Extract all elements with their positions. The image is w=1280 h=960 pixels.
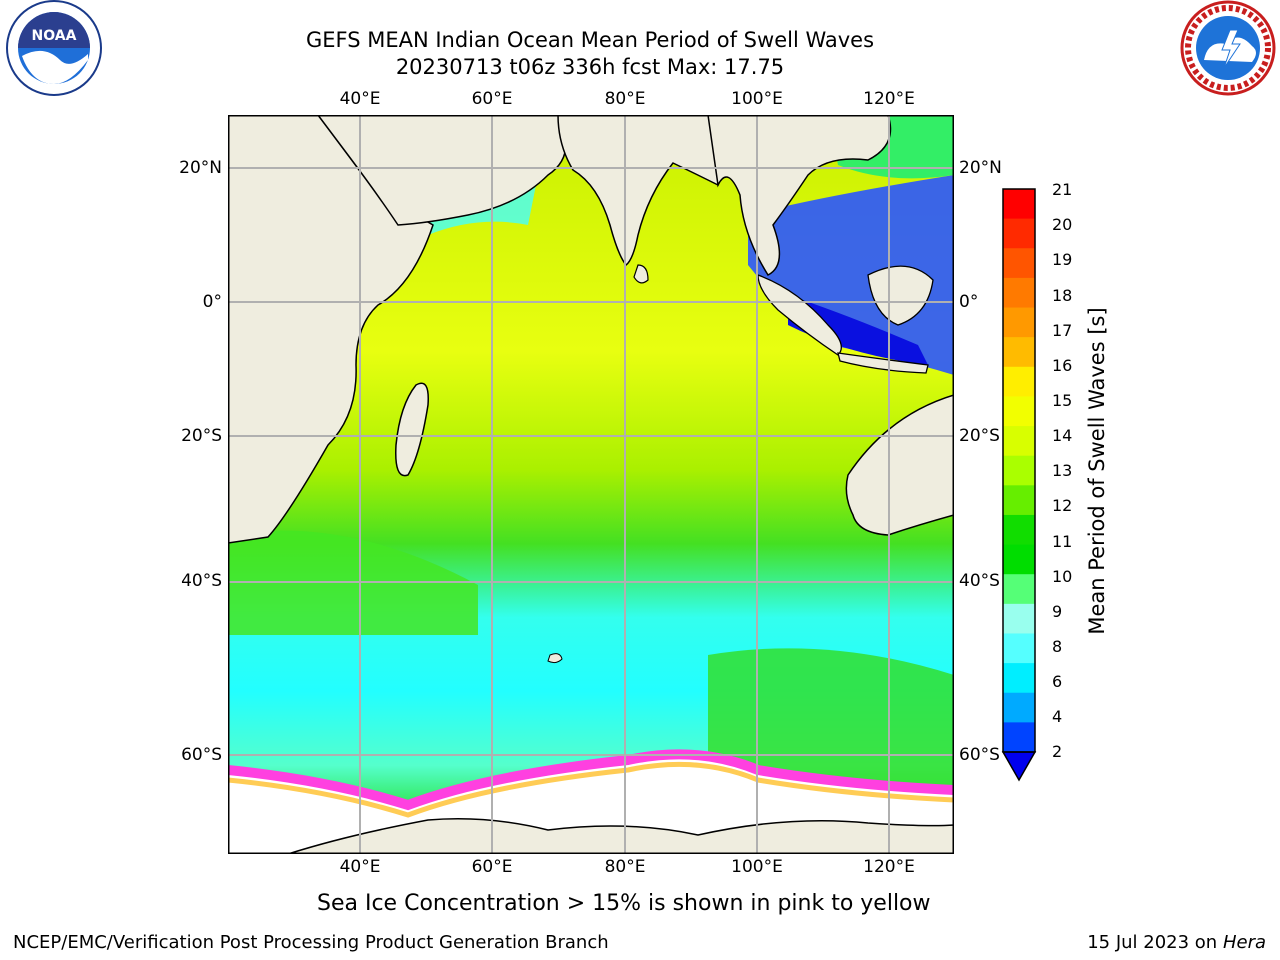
colorbar-band: [1003, 692, 1035, 723]
colorbar-tick: 19: [1052, 250, 1073, 269]
lon-tick-bottom: 60°E: [471, 857, 513, 877]
sea-ice-note: Sea Ice Concentration > 15% is shown in …: [317, 891, 931, 916]
lon-tick-bottom: 40°E: [339, 857, 381, 877]
colorbar-tick: 6: [1052, 672, 1063, 691]
lat-tick-right: 60°S: [959, 745, 1000, 765]
colorbar-tick: 15: [1052, 391, 1073, 410]
colorbar-band: [1003, 722, 1035, 753]
colorbar-tick: 18: [1052, 286, 1073, 305]
colorbar-band: [1003, 277, 1035, 309]
colorbar-band: [1003, 633, 1035, 664]
colorbar-band: [1003, 603, 1035, 634]
footer-date-text: 15 Jul 2023 on: [1087, 932, 1223, 953]
colorbar-band: [1003, 307, 1035, 338]
colorbar: [1001, 188, 1037, 782]
colorbar-band: [1003, 455, 1035, 486]
colorbar-band: [1003, 663, 1035, 694]
lat-tick-left: 40°S: [181, 571, 222, 591]
noaa-logo-text: NOAA: [32, 28, 77, 44]
colorbar-band: [1003, 426, 1035, 457]
footer-host: Hera: [1222, 932, 1266, 953]
sea-ice-edge: [228, 749, 954, 811]
colorbar-band: [1003, 544, 1035, 575]
colorbar-label: Mean Period of Swell Waves [s]: [1085, 307, 1109, 635]
colorbar-tick: 10: [1052, 567, 1073, 586]
footer-date: 15 Jul 2023 on Hera: [1087, 932, 1266, 953]
colorbar-band: [1003, 248, 1035, 279]
land-se-asia: [707, 115, 892, 276]
nws-logo: [1180, 0, 1276, 96]
lon-tick-bottom: 100°E: [731, 857, 783, 877]
map-frame: [228, 115, 954, 854]
colorbar-band: [1003, 218, 1035, 249]
colorbar-tick: 14: [1052, 426, 1073, 445]
lat-tick-left: 20°N: [179, 158, 222, 178]
colorbar-extend-arrow: [1001, 751, 1037, 782]
lon-tick-bottom: 80°E: [604, 857, 646, 877]
lon-tick-top: 40°E: [339, 89, 381, 109]
colorbar-band: [1003, 366, 1035, 397]
colorbar-tick: 4: [1052, 707, 1063, 726]
lon-tick-top: 60°E: [471, 89, 513, 109]
colorbar-tick: 9: [1052, 602, 1063, 621]
map-panel: [228, 115, 954, 854]
footer-credit: NCEP/EMC/Verification Post Processing Pr…: [13, 932, 609, 953]
lat-tick-left: 60°S: [181, 745, 222, 765]
colorbar-tick: 13: [1052, 461, 1073, 480]
lon-tick-top: 120°E: [863, 89, 915, 109]
colorbar-band: [1003, 189, 1035, 220]
colorbar-tick: 8: [1052, 637, 1063, 656]
lat-tick-left: 20°S: [181, 426, 222, 446]
colorbar-tick: 21: [1052, 180, 1073, 199]
colorbar-frame: [1002, 188, 1036, 753]
colorbar-band: [1003, 337, 1035, 368]
lat-tick-right: 40°S: [959, 571, 1000, 591]
lon-tick-bottom: 120°E: [863, 857, 915, 877]
lon-tick-top: 100°E: [731, 89, 783, 109]
map-gridlines: [228, 115, 954, 854]
lat-tick-right: 20°S: [959, 426, 1000, 446]
colorbar-tick: 16: [1052, 356, 1073, 375]
lat-tick-right: 20°N: [959, 158, 1002, 178]
colorbar-tick: 12: [1052, 496, 1073, 515]
colorbar-band: [1003, 396, 1035, 427]
lat-tick-left: 0°: [202, 292, 222, 312]
lon-tick-top: 80°E: [604, 89, 646, 109]
colorbar-tick: 2: [1052, 742, 1063, 761]
land-madagascar: [395, 382, 429, 477]
lat-tick-right: 0°: [959, 292, 979, 312]
map-subtitle: 20230713 t06z 336h fcst Max: 17.75: [395, 55, 785, 79]
map-title: GEFS MEAN Indian Ocean Mean Period of Sw…: [305, 28, 875, 52]
noaa-logo: NOAA: [6, 0, 102, 96]
colorbar-tick: 17: [1052, 321, 1073, 340]
land-arabia: [317, 115, 567, 226]
colorbar-tick: 20: [1052, 215, 1073, 234]
colorbar-band: [1003, 485, 1035, 516]
land-australia: [845, 394, 954, 536]
colorbar-band: [1003, 514, 1035, 546]
colorbar-band: [1003, 574, 1035, 605]
colorbar-tick: 11: [1052, 532, 1073, 551]
